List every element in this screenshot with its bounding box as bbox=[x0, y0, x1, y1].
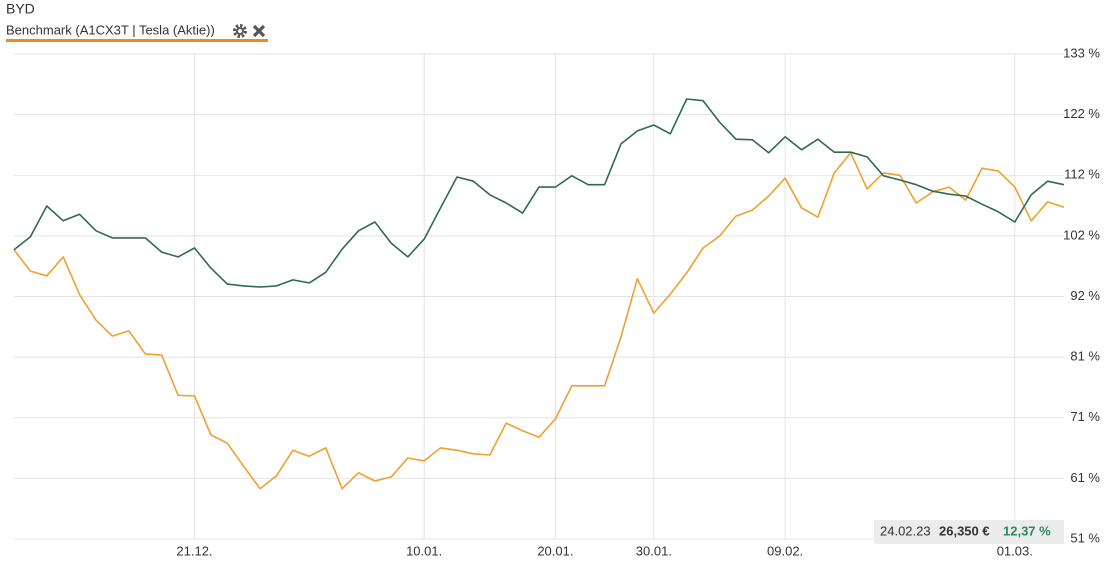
legend-underline bbox=[6, 39, 268, 42]
info-price: 26,350 € bbox=[939, 523, 990, 538]
y-tick-label: 71 % bbox=[1070, 409, 1100, 424]
settings-icon[interactable] bbox=[233, 24, 247, 38]
info-change: 12,37 % bbox=[1003, 523, 1051, 538]
y-tick-label: 81 % bbox=[1070, 349, 1100, 364]
chart-title: BYD bbox=[6, 1, 35, 17]
info-date: 24.02.23 bbox=[880, 523, 931, 538]
y-tick-label: 122 % bbox=[1063, 106, 1100, 121]
y-tick-label: 133 % bbox=[1063, 45, 1100, 60]
info-box bbox=[874, 520, 1064, 544]
y-tick-label: 102 % bbox=[1063, 227, 1100, 242]
y-tick-label: 51 % bbox=[1070, 530, 1100, 545]
line-series bbox=[13, 152, 1065, 490]
x-tick-label: 01.03. bbox=[997, 543, 1033, 558]
y-tick-label: 92 % bbox=[1070, 288, 1100, 303]
x-tick-label: 21.12. bbox=[176, 543, 212, 558]
y-tick-label: 112 % bbox=[1064, 167, 1100, 182]
x-tick-label: 09.02. bbox=[767, 543, 803, 558]
x-tick-label: 30.01. bbox=[636, 543, 672, 558]
x-tick-label: 20.01. bbox=[537, 543, 573, 558]
y-tick-label: 61 % bbox=[1070, 470, 1100, 485]
x-tick-label: 10.01. bbox=[406, 543, 442, 558]
close-icon[interactable] bbox=[252, 24, 266, 38]
legend-entry[interactable]: Benchmark (A1CX3T | Tesla (Aktie)) bbox=[6, 22, 215, 37]
line-series bbox=[13, 98, 1065, 288]
